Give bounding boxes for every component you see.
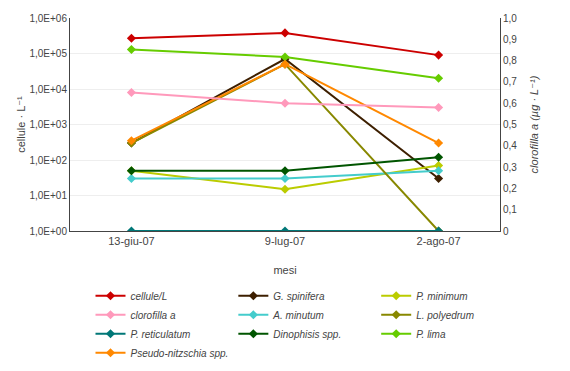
svg-text:1,0E+03: 1,0E+03 <box>29 119 67 130</box>
svg-text:0,1: 0,1 <box>503 204 517 215</box>
svg-text:cellule/L: cellule/L <box>131 291 168 302</box>
svg-text:A. minutum: A. minutum <box>272 310 324 321</box>
svg-text:1,0E+02: 1,0E+02 <box>29 155 67 166</box>
svg-text:13-giu-07: 13-giu-07 <box>108 235 154 247</box>
svg-text:Dinophisis spp.: Dinophisis spp. <box>273 329 341 340</box>
svg-text:0,9: 0,9 <box>503 34 517 45</box>
svg-text:0,5: 0,5 <box>503 119 517 130</box>
svg-text:clorofilla a (µg · L⁻¹): clorofilla a (µg · L⁻¹) <box>528 75 540 173</box>
svg-text:2-ago-07: 2-ago-07 <box>417 235 461 247</box>
svg-text:cellule · L⁻¹: cellule · L⁻¹ <box>15 96 27 153</box>
svg-text:Pseudo-nitzschia spp.: Pseudo-nitzschia spp. <box>131 348 229 359</box>
svg-text:0,8: 0,8 <box>503 55 517 66</box>
svg-text:0,6: 0,6 <box>503 98 517 109</box>
svg-text:1,0E+01: 1,0E+01 <box>29 190 67 201</box>
svg-text:clorofilla a: clorofilla a <box>131 310 176 321</box>
svg-text:1,0E+06: 1,0E+06 <box>29 13 67 24</box>
svg-text:L. polyedrum: L. polyedrum <box>416 310 474 321</box>
svg-text:mesi: mesi <box>273 264 296 276</box>
svg-text:1,0E+04: 1,0E+04 <box>29 84 67 95</box>
svg-text:0,2: 0,2 <box>503 183 517 194</box>
svg-text:P. minimum: P. minimum <box>416 291 468 302</box>
svg-text:P. lima: P. lima <box>416 329 446 340</box>
svg-text:1,0: 1,0 <box>503 13 517 24</box>
svg-text:9-lug-07: 9-lug-07 <box>265 235 305 247</box>
svg-text:0,4: 0,4 <box>503 140 517 151</box>
svg-text:P. reticulatum: P. reticulatum <box>131 329 191 340</box>
svg-text:0: 0 <box>503 226 509 237</box>
svg-text:0,3: 0,3 <box>503 162 517 173</box>
svg-text:1,0E+00: 1,0E+00 <box>29 226 67 237</box>
svg-text:G. spinifera: G. spinifera <box>273 291 325 302</box>
svg-text:1,0E+05: 1,0E+05 <box>29 48 67 59</box>
svg-text:0,7: 0,7 <box>503 76 517 87</box>
